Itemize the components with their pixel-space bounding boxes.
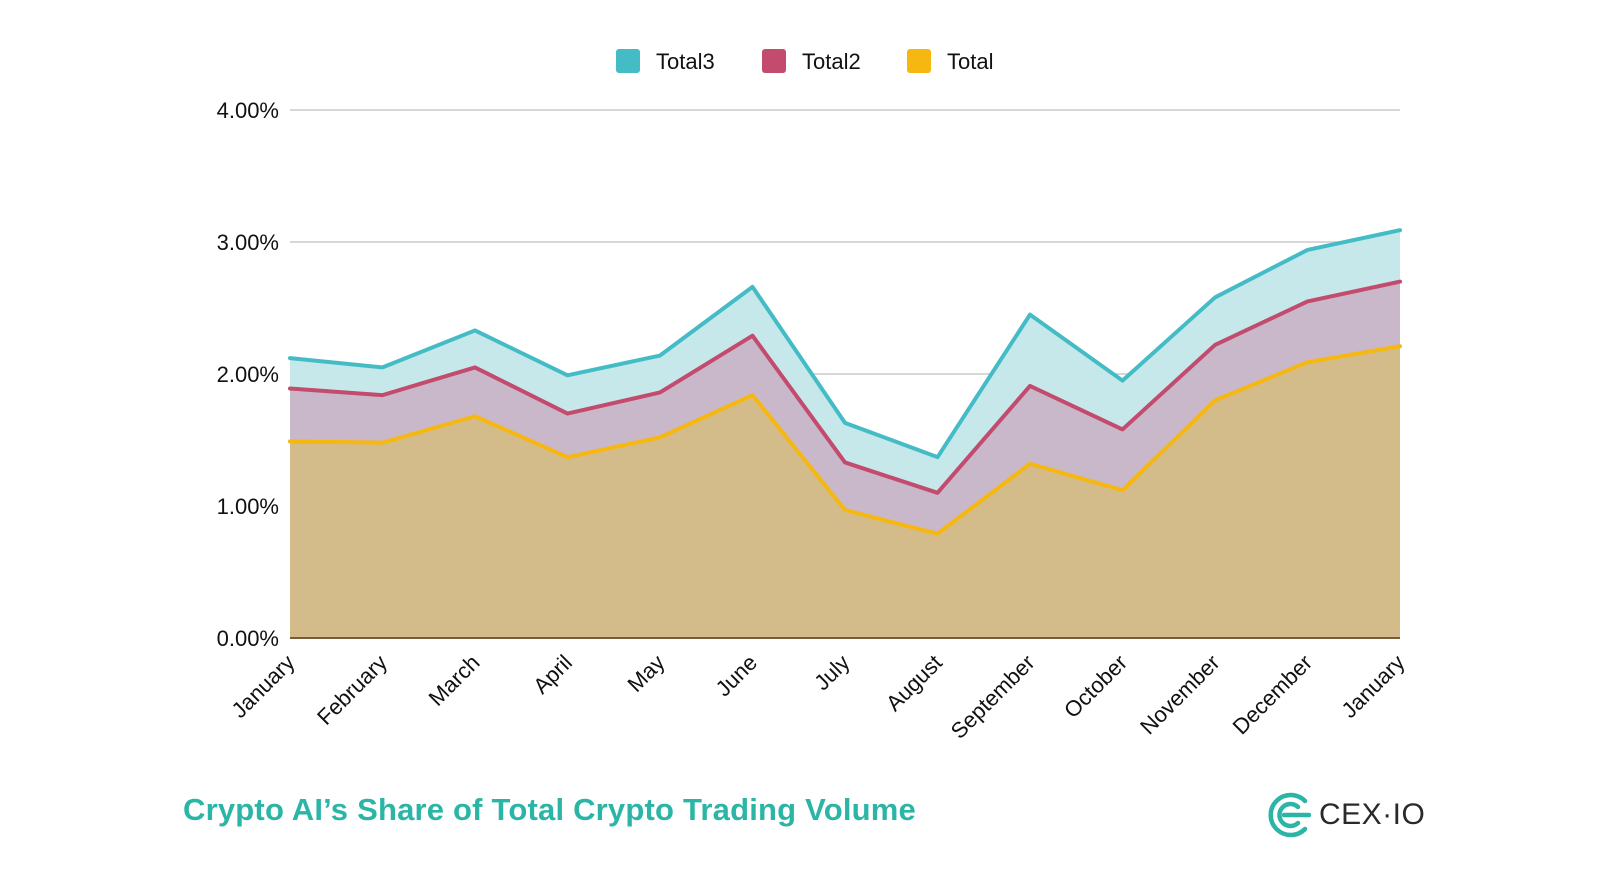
line-total2 bbox=[288, 279, 1402, 495]
x-tick-label: March bbox=[424, 650, 485, 711]
x-tick-label: June bbox=[711, 650, 762, 701]
x-tick-label: May bbox=[622, 650, 669, 697]
y-tick-label: 4.00% bbox=[217, 98, 279, 123]
x-tick-label: January bbox=[1337, 650, 1410, 723]
x-tick-label: December bbox=[1228, 650, 1317, 739]
legend-label-total2: Total2 bbox=[802, 49, 861, 74]
line-total3 bbox=[288, 228, 1402, 460]
footer-title: Crypto AI’s Share of Total Crypto Tradin… bbox=[183, 792, 916, 827]
x-tick-label: July bbox=[809, 650, 854, 695]
legend-swatch-total2 bbox=[762, 49, 786, 73]
legend-swatch-total bbox=[907, 49, 931, 73]
x-tick-label: October bbox=[1059, 650, 1132, 723]
legend-label-total: Total bbox=[947, 49, 993, 74]
y-tick-label: 0.00% bbox=[217, 626, 279, 651]
y-axis: 0.00% 1.00% 2.00% 3.00% 4.00% bbox=[217, 98, 279, 651]
x-axis: January February March April May June July Augu… bbox=[227, 637, 1410, 744]
brand-text: CEX·IO bbox=[1319, 798, 1426, 831]
x-tick-label: September bbox=[946, 650, 1040, 744]
x-tick-label: April bbox=[528, 650, 577, 699]
legend-swatch-total3 bbox=[616, 49, 640, 73]
y-tick-label: 3.00% bbox=[217, 230, 279, 255]
x-tick-label: August bbox=[881, 650, 947, 716]
line-total bbox=[288, 344, 1402, 536]
y-tick-label: 2.00% bbox=[217, 362, 279, 387]
legend: Total3 Total2 Total bbox=[616, 49, 993, 74]
area-total bbox=[290, 346, 1400, 638]
x-tick-label: January bbox=[227, 650, 300, 723]
cex-logo-icon bbox=[1268, 792, 1311, 838]
x-tick-label: February bbox=[312, 650, 392, 730]
x-tick-label: November bbox=[1135, 650, 1224, 739]
legend-label-total3: Total3 bbox=[656, 49, 715, 74]
y-tick-label: 1.00% bbox=[217, 494, 279, 519]
series-lines bbox=[288, 228, 1402, 536]
series-areas bbox=[290, 230, 1400, 638]
brand: CEX·IO bbox=[1265, 790, 1425, 840]
